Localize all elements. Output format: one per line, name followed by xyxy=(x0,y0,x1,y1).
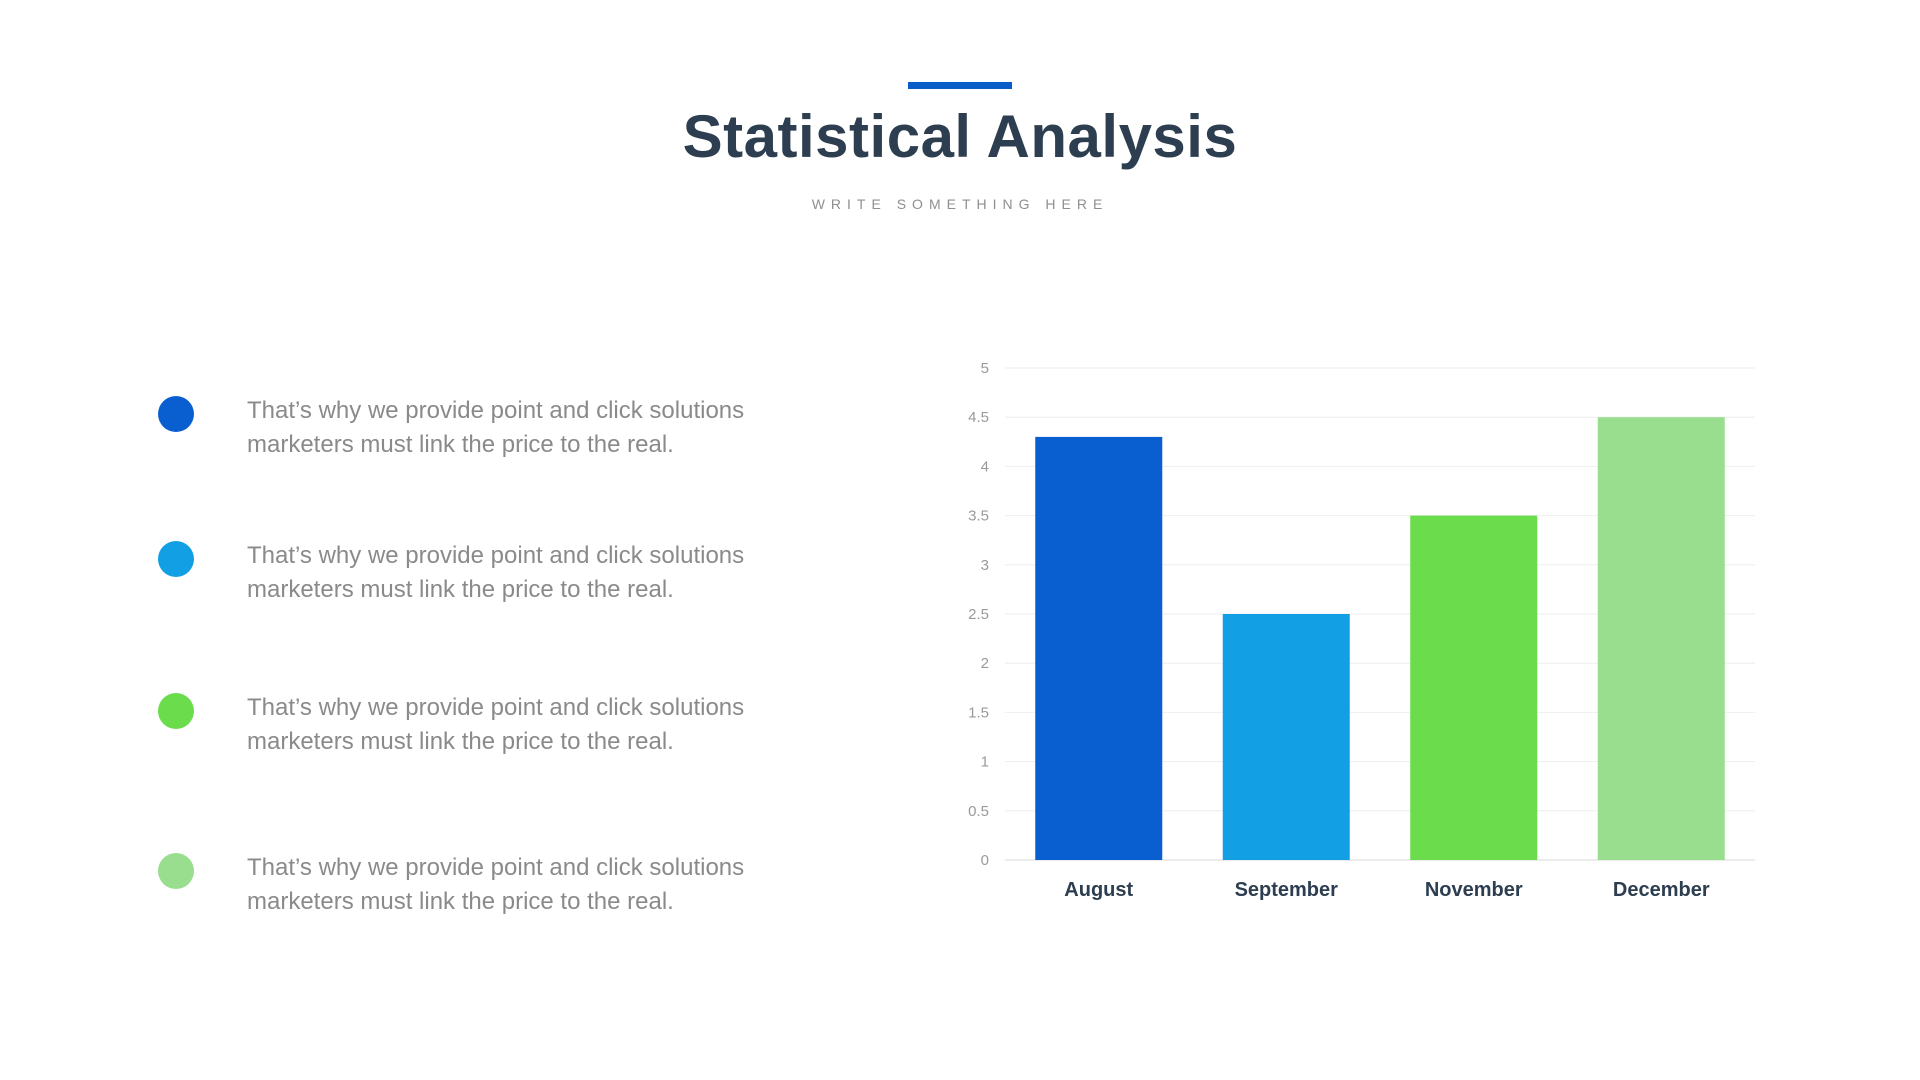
bullet-item: That’s why we provide point and click so… xyxy=(158,691,878,771)
bullet-dot-icon xyxy=(158,853,194,889)
bullet-line: That’s why we provide point and click so… xyxy=(247,542,745,569)
bullet-dot-icon xyxy=(158,541,194,577)
y-tick-label: 4.5 xyxy=(968,409,989,426)
bar-chart-svg: 0 0.5 1 1.5 2 2.5 3 3.5 4 4.5 5 August September Nove… xyxy=(968,360,1755,901)
bullet-item: That’s why we provide point and click so… xyxy=(158,539,878,619)
page-subtitle: WRITE SOMETHING HERE xyxy=(811,196,1109,212)
bullet-dot-icon xyxy=(158,693,194,729)
bullet-item: That’s why we provide point and click so… xyxy=(158,394,878,474)
bullet-text: That’s why we provide point and click so… xyxy=(247,394,887,462)
bullet-line: That’s why we provide point and click so… xyxy=(247,694,745,721)
bar-december xyxy=(1597,417,1725,860)
y-tick-label: 5 xyxy=(981,360,989,377)
x-tick-label: November xyxy=(1425,879,1523,901)
bar-september xyxy=(1222,614,1350,860)
bullet-item: That’s why we provide point and click so… xyxy=(158,851,878,931)
bullet-line: marketers must link the price to the rea… xyxy=(247,576,674,603)
page-title: Statistical Analysis xyxy=(682,103,1238,170)
y-tick-label: 1.5 xyxy=(968,704,989,721)
y-tick-label: 2.5 xyxy=(968,606,989,623)
y-tick-label: 3.5 xyxy=(968,508,989,525)
y-tick-label: 0 xyxy=(981,852,989,869)
bullet-list: That’s why we provide point and click so… xyxy=(0,0,900,1080)
bullet-line: marketers must link the price to the rea… xyxy=(247,431,674,458)
bullet-line: That’s why we provide point and click so… xyxy=(247,854,745,881)
bullet-line: That’s why we provide point and click so… xyxy=(247,397,745,424)
bullet-text: That’s why we provide point and click so… xyxy=(247,691,887,759)
x-tick-label: December xyxy=(1613,879,1710,901)
y-tick-label: 4 xyxy=(981,458,989,475)
bullet-line: marketers must link the price to the rea… xyxy=(247,888,674,915)
y-tick-label: 1 xyxy=(981,754,989,771)
y-tick-label: 2 xyxy=(981,655,989,672)
bullet-text: That’s why we provide point and click so… xyxy=(247,851,887,919)
bullet-line: marketers must link the price to the rea… xyxy=(247,728,674,755)
bullet-text: That’s why we provide point and click so… xyxy=(247,539,887,607)
title-accent-bar xyxy=(908,82,1012,89)
y-tick-label: 3 xyxy=(981,557,989,574)
x-tick-label: September xyxy=(1235,879,1339,901)
y-tick-label: 0.5 xyxy=(968,803,989,820)
bar-chart: 0 0.5 1 1.5 2 2.5 3 3.5 4 4.5 5 August September Nove… xyxy=(940,340,1780,920)
x-tick-label: August xyxy=(1064,879,1133,901)
bar-november xyxy=(1410,515,1538,860)
bullet-dot-icon xyxy=(158,396,194,432)
bar-august xyxy=(1035,436,1163,860)
